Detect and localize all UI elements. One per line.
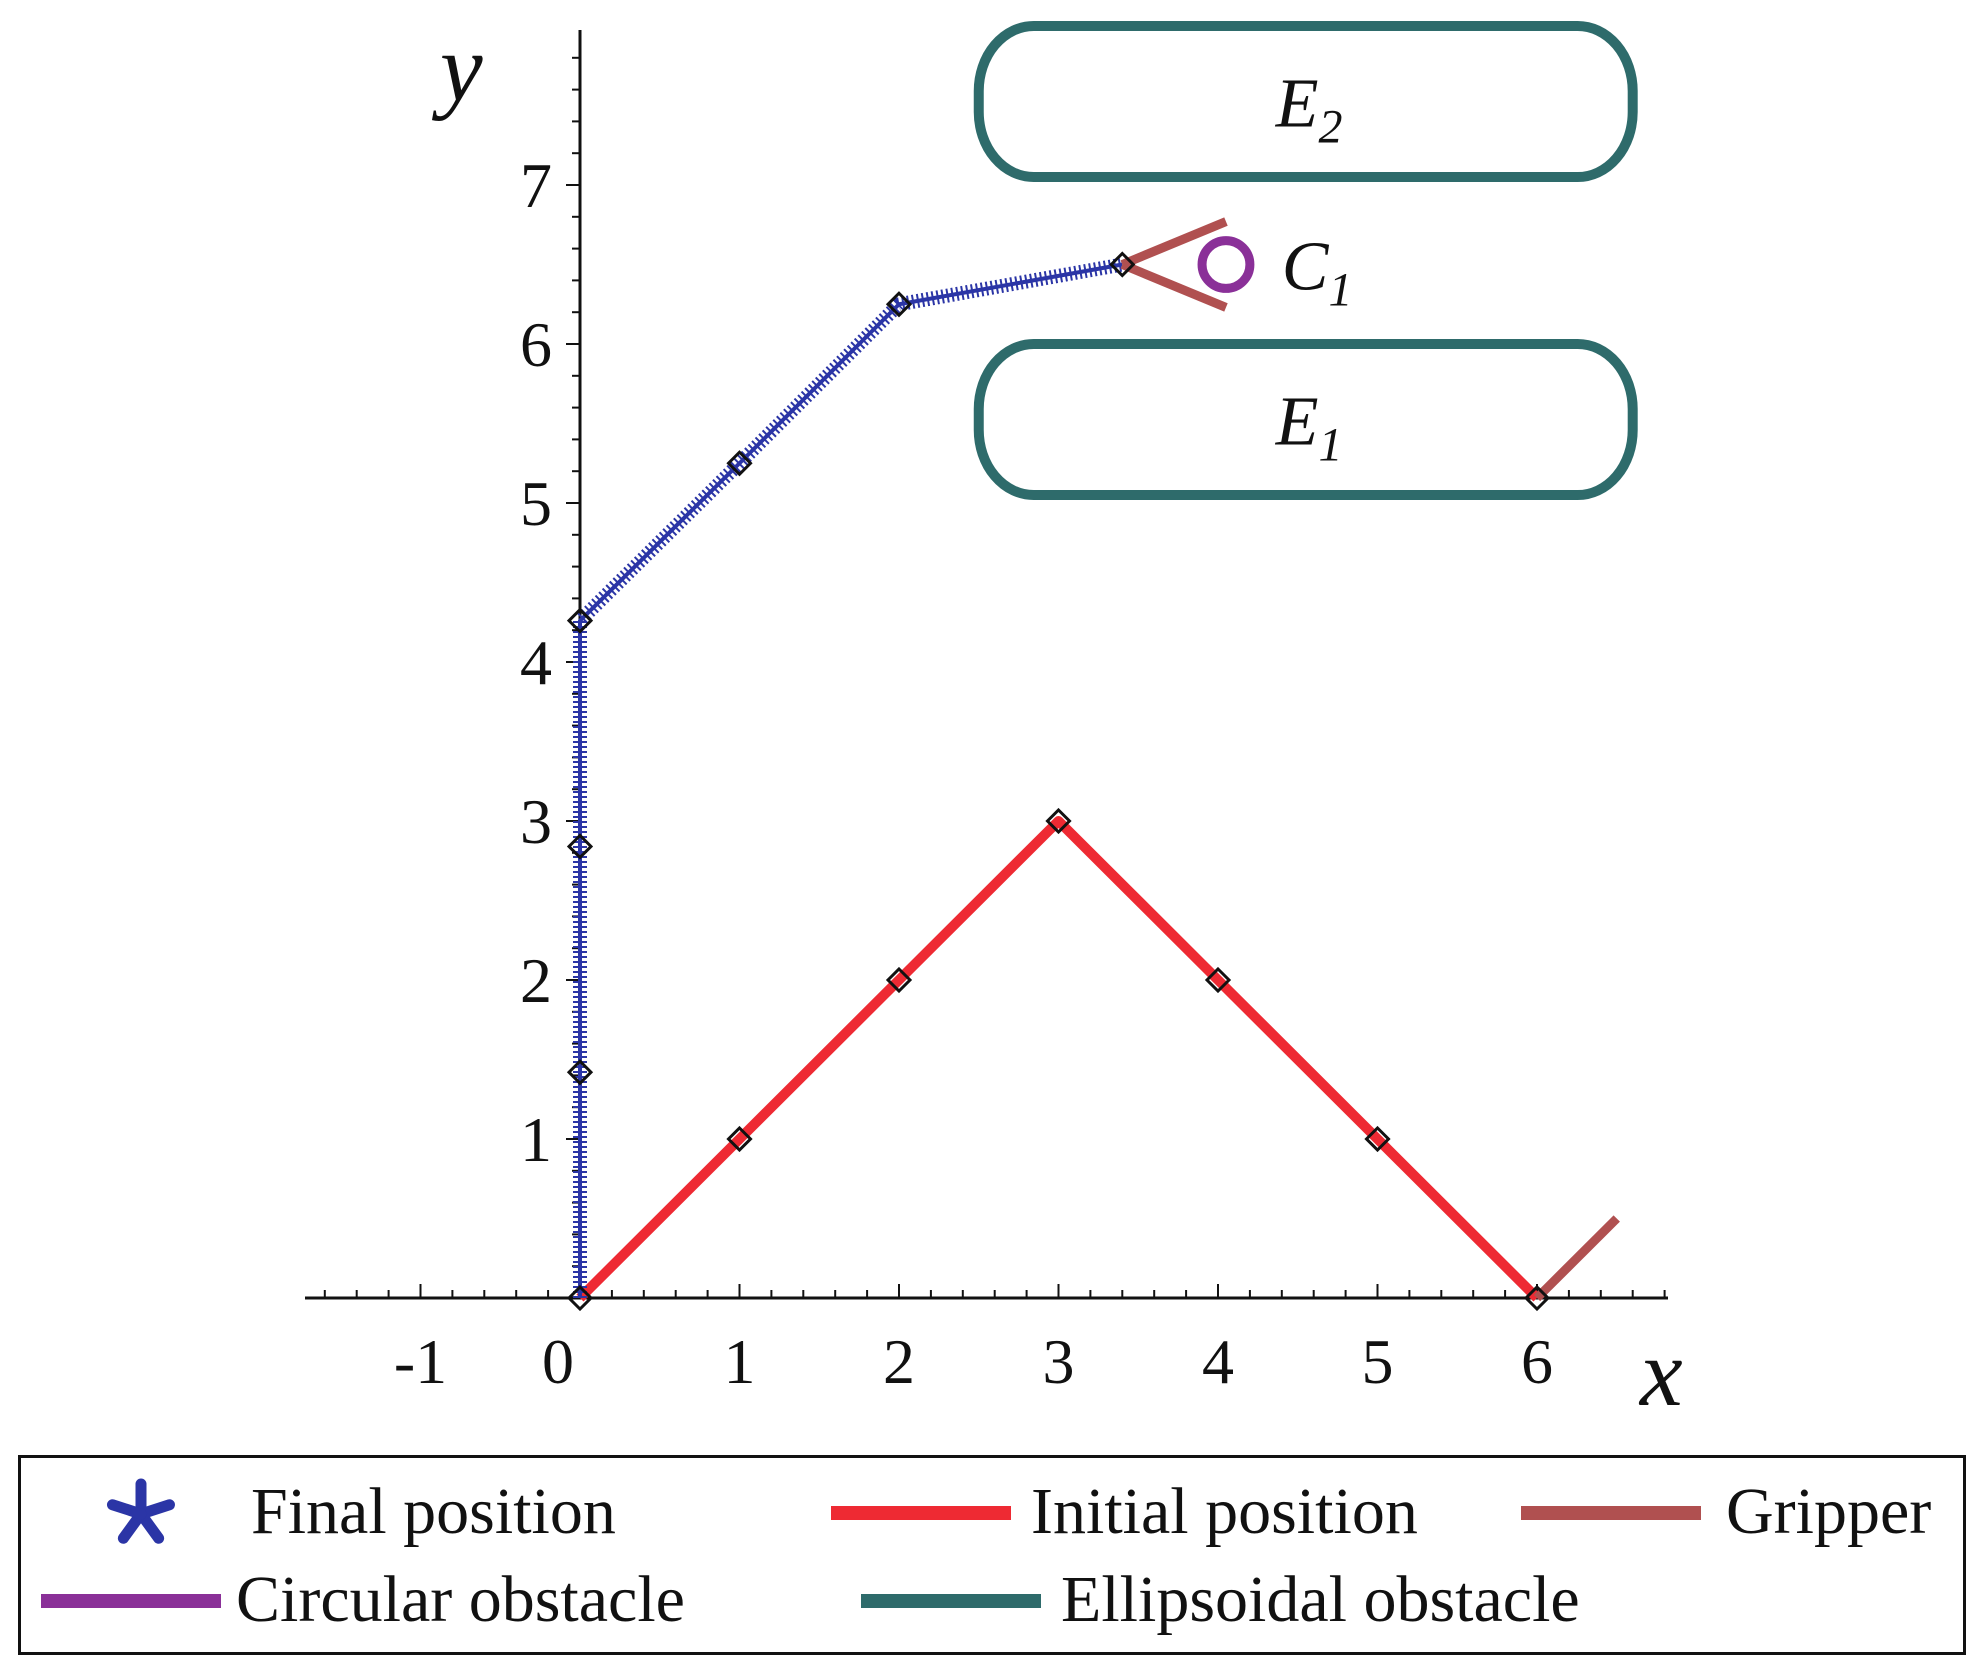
legend-item-gripper: Gripper <box>1501 1468 1961 1558</box>
joint-marker <box>726 1125 753 1153</box>
asterisk-arm <box>106 1499 147 1520</box>
joint-marker <box>566 607 594 634</box>
ellipsoidal-obstacle-label: E2 <box>1275 66 1343 154</box>
joint-marker <box>885 291 913 318</box>
chart: E2 E1 -1 0 1 2 3 4 5 6 1 2 3 4 5 6 7 x y C1 <box>305 14 1683 1426</box>
y-axis-label: y <box>431 14 483 121</box>
x-tick-label: 1 <box>724 1326 756 1397</box>
joint-marker <box>566 1284 594 1312</box>
joint-marker <box>1523 1284 1551 1312</box>
ellipsoidal-obstacle <box>973 21 1638 183</box>
legend-item-final-position: Final position <box>81 1468 641 1558</box>
joint-markers-layer <box>566 251 1551 1312</box>
joint-marker <box>726 450 753 477</box>
legend-item-ellipsoidal-obstacle: Ellipsoidal obstacle <box>841 1556 1741 1646</box>
gripper-segment <box>1120 260 1228 312</box>
x-tick-label: 2 <box>883 1326 915 1397</box>
x-tick-label: 0 <box>542 1326 574 1397</box>
joint-marker <box>1204 966 1232 994</box>
x-axis-label: x <box>1638 1319 1683 1426</box>
y-tick-label: 5 <box>520 468 552 539</box>
obstacles-layer: E2 E1 <box>973 21 1638 501</box>
legend-item-circular-obstacle: Circular obstacle <box>21 1556 821 1646</box>
gripper-segment <box>1533 1215 1620 1302</box>
legend-label: Gripper <box>1726 1475 1932 1548</box>
y-tick-label: 7 <box>520 150 552 221</box>
x-tick-label: 4 <box>1202 1326 1234 1397</box>
circular-obstacle <box>1197 236 1255 293</box>
legend-item-initial-position: Initial position <box>811 1468 1511 1558</box>
circular-obstacle-label: C1 <box>1282 228 1353 316</box>
ellipsoidal-obstacle <box>973 339 1638 501</box>
labels-layer: x y C1 <box>431 14 1683 1426</box>
legend-label: Circular obstacle <box>236 1563 685 1636</box>
y-tick-label: 2 <box>520 945 552 1016</box>
legend-label: Final position <box>251 1475 616 1548</box>
legend-swatch-line <box>861 1594 1041 1608</box>
x-tick-label: 6 <box>1521 1326 1553 1397</box>
legend-swatch-line <box>41 1594 221 1608</box>
x-tick-label: 3 <box>1043 1326 1075 1397</box>
y-tick-label: 4 <box>520 627 552 698</box>
legend-swatch-line <box>1521 1506 1701 1520</box>
legend-swatch-line <box>831 1506 1011 1520</box>
legend: Final position Initial position Gripper … <box>18 1455 1966 1655</box>
final-position-line <box>573 257 1124 1298</box>
x-tick-label: -1 <box>394 1326 447 1397</box>
joint-marker <box>885 966 913 994</box>
joint-marker <box>1045 807 1072 835</box>
gripper-segment <box>1120 217 1228 269</box>
joint-marker <box>566 1059 594 1086</box>
initial-position-line <box>576 816 1541 1302</box>
asterisk-icon <box>106 1478 176 1544</box>
y-tick-label: 6 <box>520 309 552 380</box>
ellipsoidal-obstacle-label: E1 <box>1275 384 1343 472</box>
y-tick-label: 1 <box>520 1104 552 1175</box>
joint-marker <box>1364 1125 1391 1153</box>
y-tick-label: 3 <box>520 786 552 857</box>
axes-layer: -1 0 1 2 3 4 5 6 1 2 3 4 5 6 7 <box>305 30 1668 1397</box>
series-layer <box>573 217 1620 1302</box>
final-position-core <box>578 262 1123 1298</box>
legend-label: Initial position <box>1031 1475 1418 1548</box>
legend-label: Ellipsoidal obstacle <box>1061 1563 1580 1636</box>
joint-marker <box>1109 251 1136 278</box>
x-tick-label: 5 <box>1362 1326 1394 1397</box>
joint-marker <box>566 833 594 860</box>
